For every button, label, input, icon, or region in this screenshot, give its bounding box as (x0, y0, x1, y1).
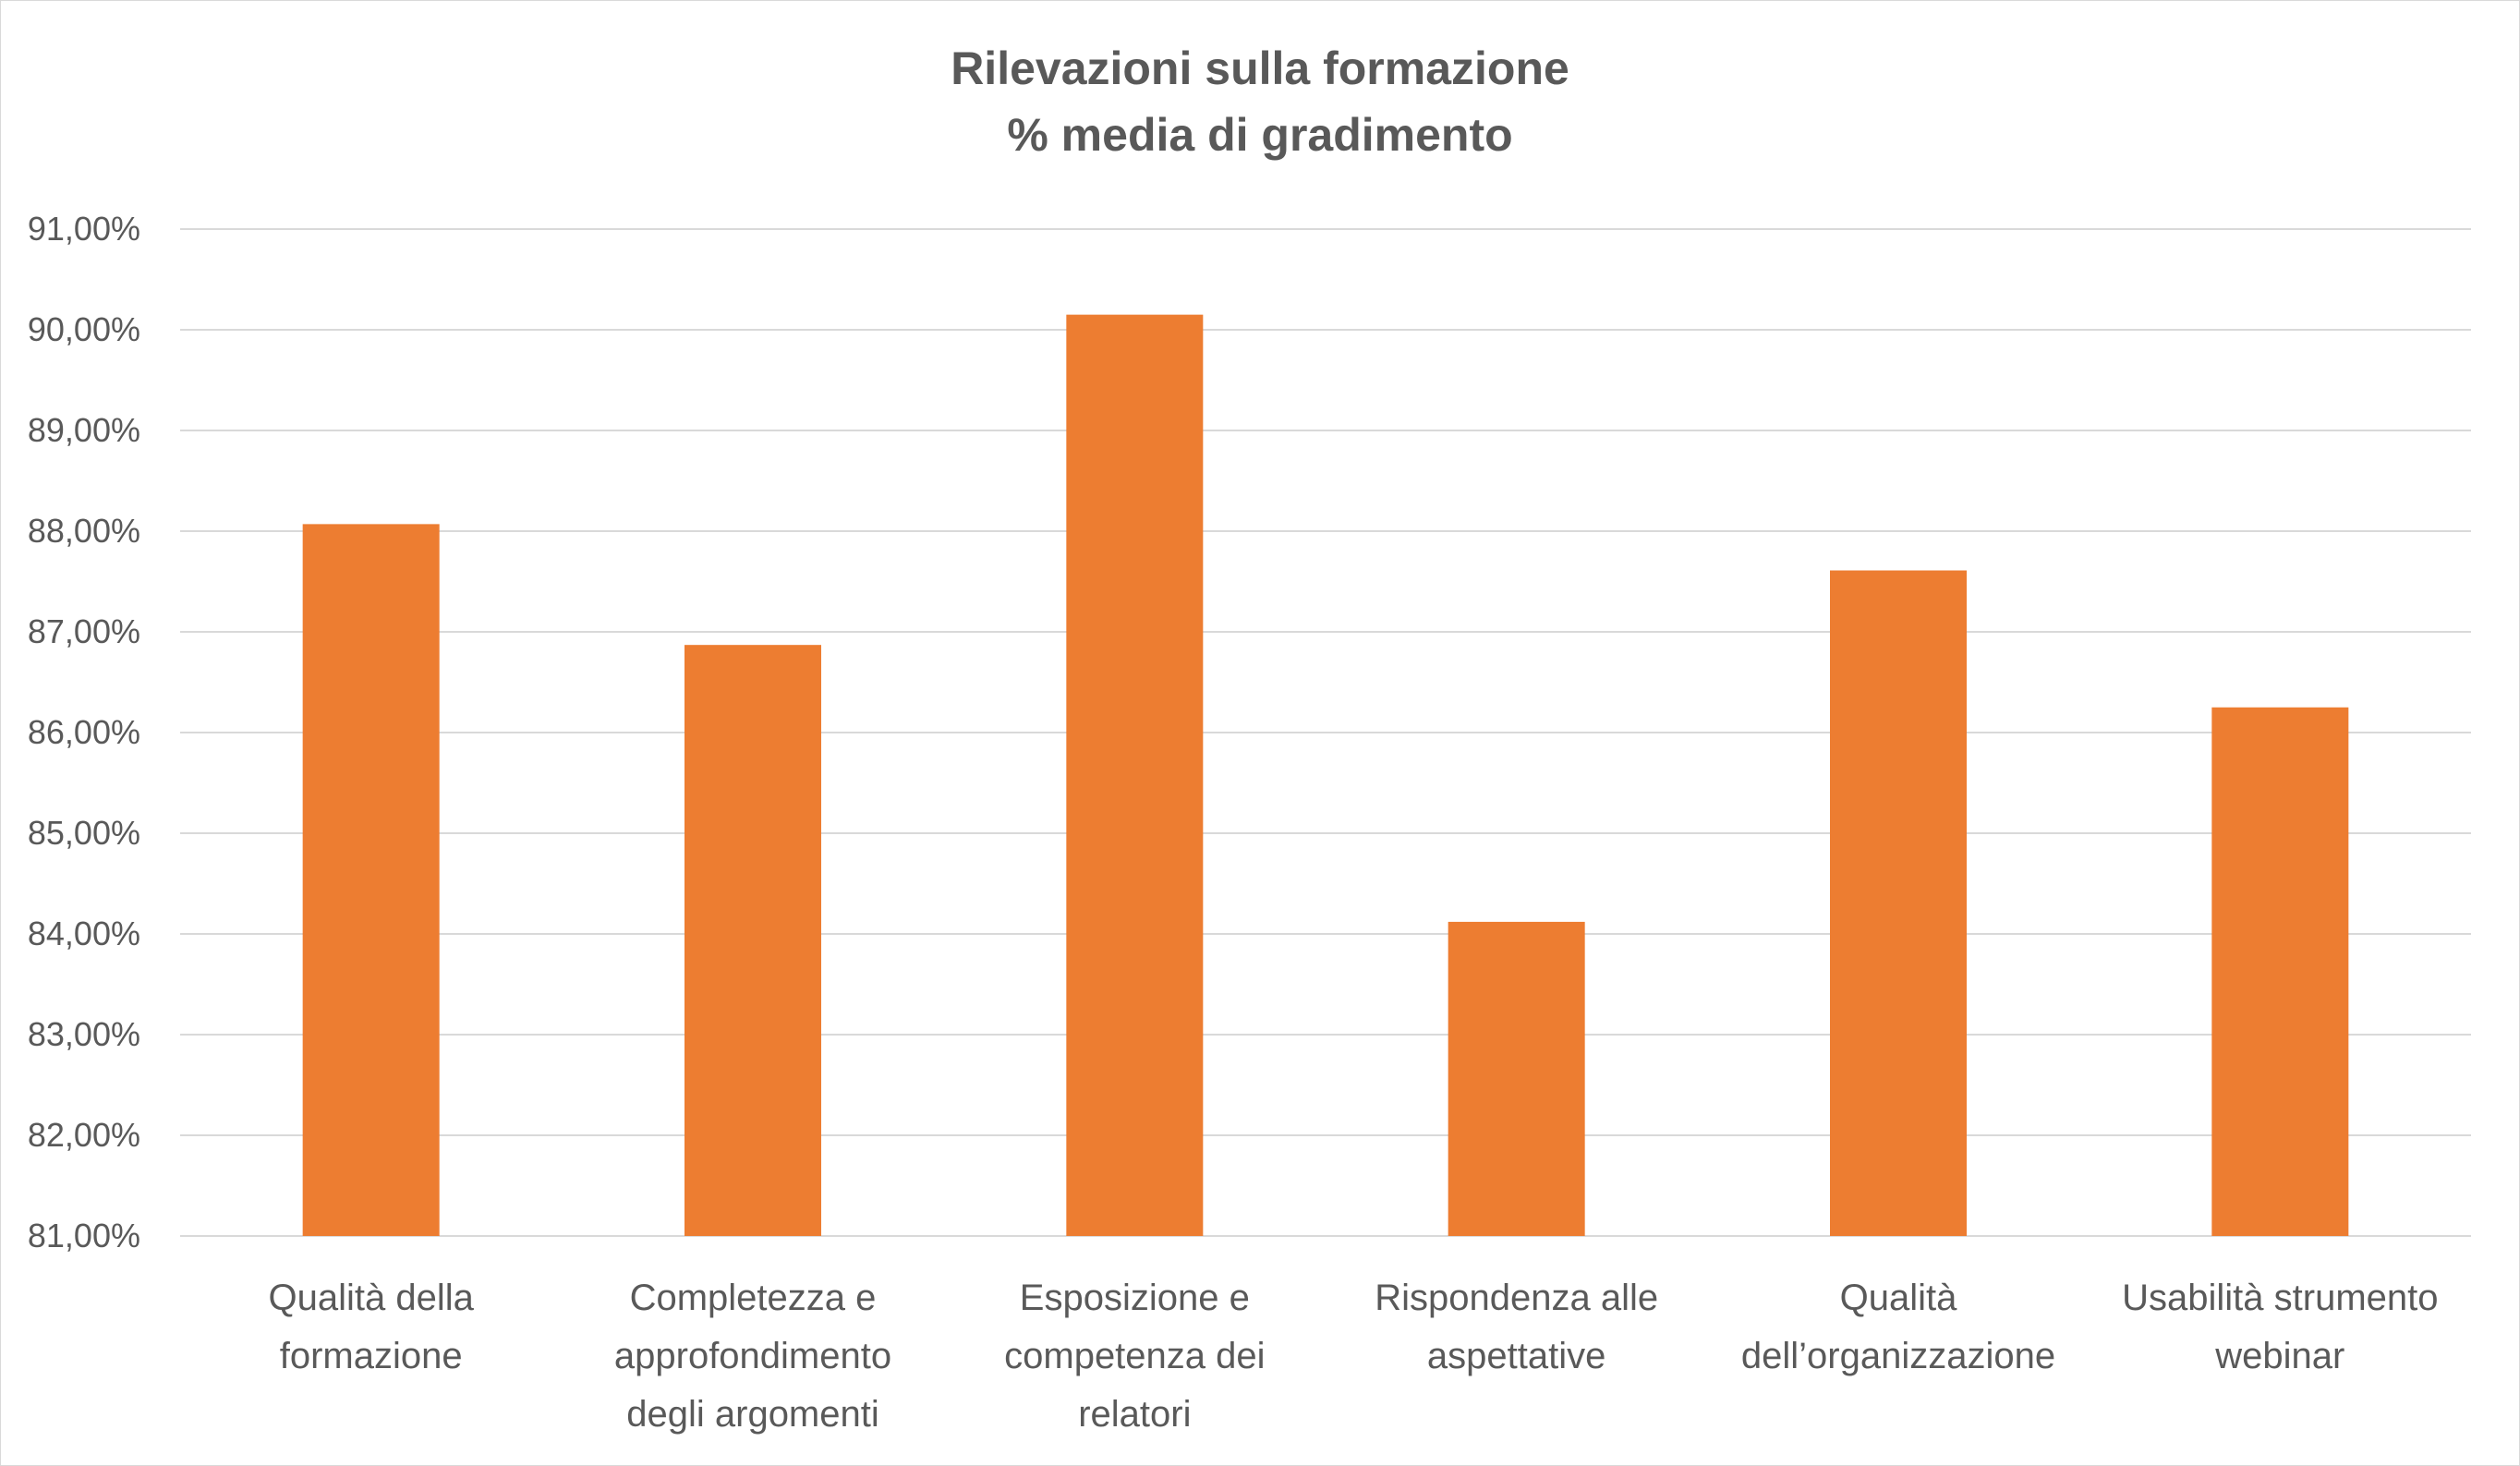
x-category-label: dell’organizzazione (1741, 1336, 2055, 1376)
y-tick-label: 81,00% (28, 1217, 140, 1254)
y-tick-label: 83,00% (28, 1015, 140, 1053)
x-category-label: relatori (1078, 1394, 1191, 1435)
x-category-label: Usabilità strumento (2122, 1278, 2438, 1318)
bar (1066, 314, 1204, 1236)
x-axis-category-labels: Qualità della formazione Completezza e appr… (268, 1278, 2438, 1435)
bar (1830, 570, 1967, 1236)
x-category-label: aspettative (1427, 1336, 1605, 1376)
chart-title: Rilevazioni sulla formazione % media di … (0, 35, 2520, 168)
y-tick-label: 90,00% (28, 310, 140, 348)
x-category-label: formazione (280, 1336, 463, 1376)
y-tick-label: 88,00% (28, 512, 140, 550)
chart-title-line-1: Rilevazioni sulla formazione (951, 42, 1569, 94)
bar (302, 524, 440, 1236)
bars (302, 314, 2349, 1236)
bar (2211, 707, 2349, 1236)
y-tick-label: 85,00% (28, 814, 140, 852)
x-category-label: degli argomenti (626, 1394, 879, 1435)
chart-title-line-2: % media di gradimento (1007, 109, 1513, 161)
x-category-label: Rispondenza alle (1375, 1278, 1658, 1318)
x-category-label: approfondimento (614, 1336, 891, 1376)
y-tick-label: 91,00% (28, 210, 140, 248)
x-category-label: competenza dei (1004, 1336, 1265, 1376)
bar (685, 645, 821, 1236)
y-axis-tick-labels: 81,00% 82,00% 83,00% 84,00% 85,00% 86,00% 87,0… (28, 210, 140, 1254)
y-tick-label: 84,00% (28, 915, 140, 952)
x-category-label: Qualità (1840, 1278, 1957, 1318)
x-category-label: Completezza e (630, 1278, 877, 1318)
y-tick-label: 82,00% (28, 1116, 140, 1154)
x-category-label: webinar (2214, 1336, 2344, 1376)
y-tick-label: 87,00% (28, 612, 140, 650)
y-tick-label: 89,00% (28, 411, 140, 449)
x-category-label: Qualità della (268, 1278, 474, 1318)
x-category-label: Esposizione e (1020, 1278, 1250, 1318)
gridlines (180, 228, 2471, 1237)
y-tick-label: 86,00% (28, 713, 140, 751)
bar (1448, 921, 1585, 1236)
